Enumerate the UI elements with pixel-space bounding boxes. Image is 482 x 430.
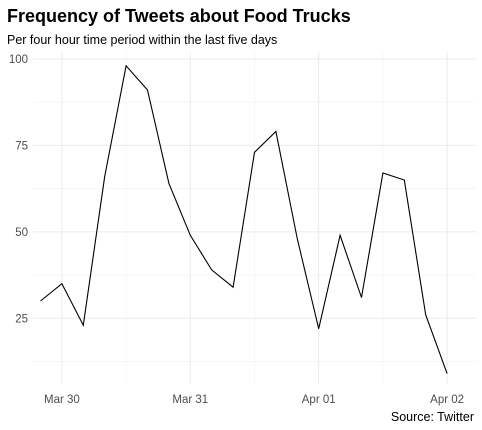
x-tick-label: Apr 01 [302, 394, 336, 406]
x-tick-label: Apr 02 [430, 394, 464, 406]
major-gridlines [33, 52, 476, 384]
x-tick-label: Mar 31 [172, 394, 208, 406]
y-tick-label: 75 [15, 140, 28, 152]
y-tick-label: 50 [15, 227, 28, 239]
chart-title: Frequency of Tweets about Food Trucks [7, 6, 351, 26]
y-tick-label: 25 [15, 313, 28, 325]
minor-gridlines [33, 52, 476, 384]
x-axis-ticks: Mar 30 Mar 31 Apr 01 Apr 02 [44, 394, 464, 406]
chart-caption: Source: Twitter [390, 410, 474, 424]
chart-subtitle: Per four hour time period within the las… [7, 33, 278, 47]
y-axis-ticks: 25 50 75 100 [9, 54, 28, 325]
tweet-frequency-line [40, 64, 448, 374]
y-tick-label: 100 [9, 54, 28, 66]
x-tick-label: Mar 30 [44, 394, 80, 406]
